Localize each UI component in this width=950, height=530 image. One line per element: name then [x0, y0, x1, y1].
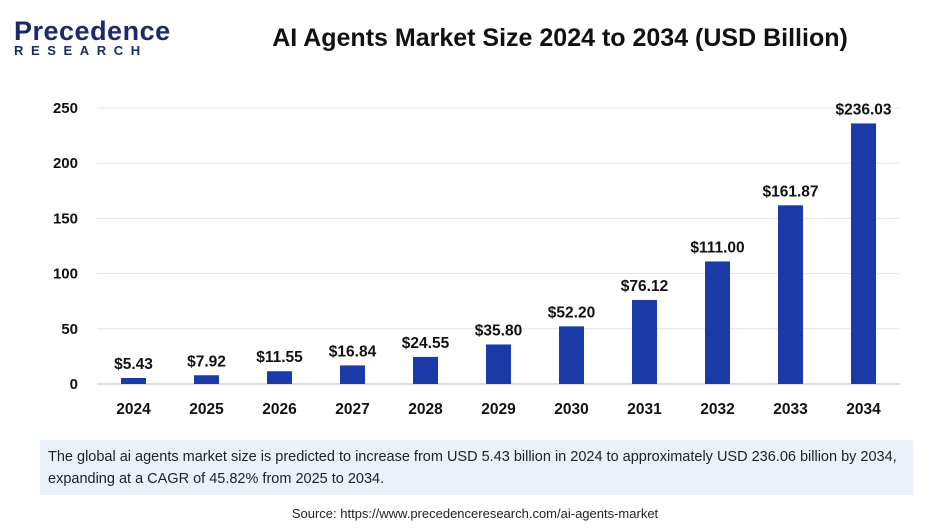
y-tick-label: 50 [61, 321, 78, 338]
data-label: $24.55 [402, 335, 450, 352]
data-label: $16.84 [329, 343, 377, 360]
x-tick-label: 2025 [189, 401, 224, 418]
y-tick-label: 200 [53, 155, 78, 172]
data-label: $76.12 [621, 278, 668, 295]
data-label: $52.20 [548, 304, 595, 321]
bar [194, 375, 219, 384]
source-text: Source: https://www.precedenceresearch.c… [291, 506, 659, 521]
bar [851, 123, 876, 384]
logo-line2: RESEARCH [14, 43, 148, 58]
data-label: $236.03 [835, 101, 891, 118]
x-tick-label: 2027 [335, 401, 369, 418]
data-label: $111.00 [690, 239, 744, 256]
bar-chart: 0 50 100 150 200 250 $5.43 2024 $7.92 2025 $11.55 2… [53, 100, 900, 418]
bar [632, 299, 657, 384]
data-label: $11.55 [256, 349, 303, 366]
x-tick-label: 2029 [481, 401, 516, 418]
bar [486, 344, 511, 384]
chart-title: AI Agents Market Size 2024 to 2034 (USD … [272, 24, 848, 52]
y-tick-label: 150 [53, 210, 78, 227]
y-tick-label: 0 [70, 376, 78, 393]
data-label: $35.80 [475, 322, 522, 339]
x-tick-label: 2028 [408, 401, 443, 418]
data-label: $161.87 [762, 183, 818, 200]
logo-line1: Precedence [14, 16, 171, 46]
bar [267, 371, 292, 384]
x-tick-label: 2024 [116, 401, 151, 418]
logo: Precedence RESEARCH [14, 18, 171, 58]
data-label: $7.92 [187, 353, 226, 370]
bar [413, 356, 438, 384]
y-tick-label: 250 [53, 100, 78, 117]
x-tick-label: 2031 [627, 401, 662, 418]
bar [559, 326, 584, 384]
x-tick-label: 2034 [846, 401, 881, 418]
x-tick-label: 2026 [262, 401, 297, 418]
bar [705, 261, 730, 384]
bar [340, 365, 365, 384]
x-tick-label: 2033 [773, 401, 808, 418]
summary-note: The global ai agents market size is pred… [40, 440, 913, 495]
x-tick-label: 2032 [700, 401, 734, 418]
data-label: $5.43 [114, 356, 153, 373]
x-tick-label: 2030 [554, 401, 588, 418]
y-tick-label: 100 [53, 266, 78, 283]
bar [121, 378, 146, 384]
bar [778, 205, 803, 384]
